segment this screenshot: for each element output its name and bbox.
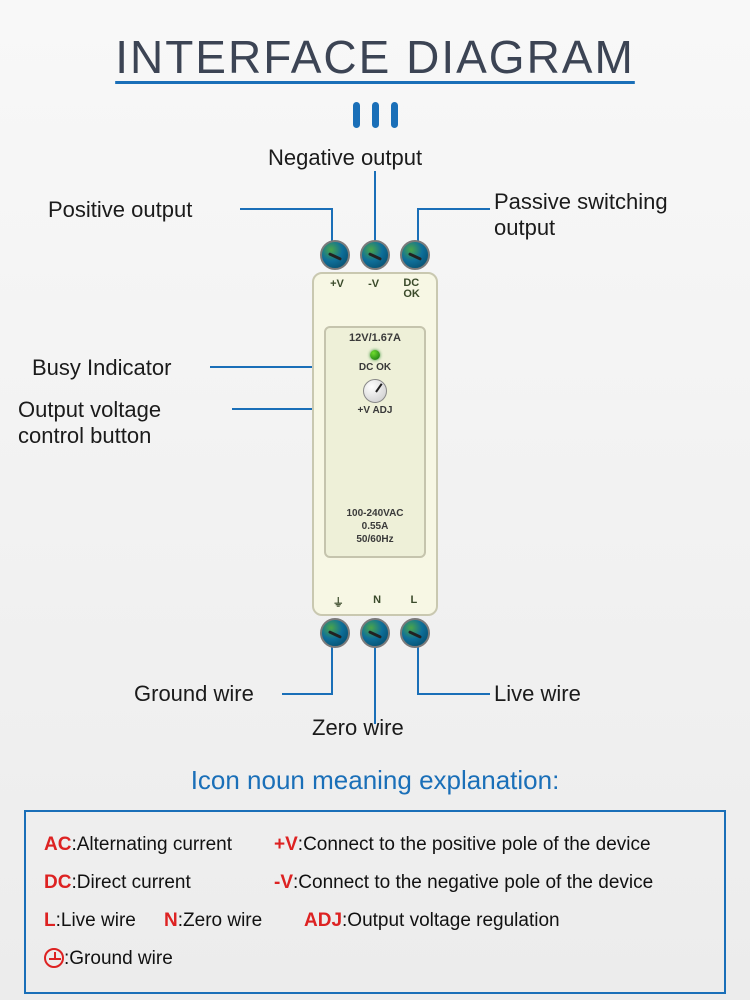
- dc-ok-label: DC OK: [326, 362, 424, 373]
- legend-item: +V:Connect to the positive pole of the d…: [274, 826, 706, 864]
- led-indicator: [370, 350, 380, 360]
- legend-item: AC:Alternating current: [44, 826, 274, 864]
- top-terminals: [320, 240, 430, 270]
- page-title: INTERFACE DIAGRAM: [0, 0, 750, 84]
- device: +V -V DC OK 12V/1.67A DC OK +V ADJ 100-2…: [310, 244, 440, 644]
- bottom-terminal-labels: ⏚ N L: [318, 594, 432, 610]
- ac-spec: 100-240VAC 0.55A 50/60Hz: [326, 507, 424, 546]
- legend-title: Icon noun meaning explanation:: [0, 765, 750, 796]
- screw-terminal: [320, 240, 350, 270]
- legend-item: L:Live wire: [44, 902, 164, 940]
- screw-terminal: [400, 618, 430, 648]
- ground-icon: [44, 948, 64, 968]
- legend-box: AC:Alternating current +V:Connect to the…: [24, 810, 726, 994]
- legend-item: DC:Direct current: [44, 864, 274, 902]
- bottom-terminals: [320, 618, 430, 648]
- legend-item: -V:Connect to the negative pole of the d…: [274, 864, 706, 902]
- screw-terminal: [360, 240, 390, 270]
- top-terminal-labels: +V -V DC OK: [318, 278, 432, 300]
- diagram-area: Positive output Negative output Passive …: [0, 139, 750, 759]
- title-ticks: [0, 102, 750, 133]
- screw-terminal: [320, 618, 350, 648]
- adjust-knob: [363, 379, 387, 403]
- legend-item: N:Zero wire: [164, 902, 304, 940]
- legend-item: ADJ:Output voltage regulation: [304, 902, 584, 940]
- legend-item: :Ground wire: [44, 940, 173, 978]
- device-inner-panel: 12V/1.67A DC OK +V ADJ 100-240VAC 0.55A …: [324, 326, 426, 558]
- adj-label: +V ADJ: [326, 405, 424, 416]
- screw-terminal: [400, 240, 430, 270]
- screw-terminal: [360, 618, 390, 648]
- device-rating: 12V/1.67A: [326, 332, 424, 344]
